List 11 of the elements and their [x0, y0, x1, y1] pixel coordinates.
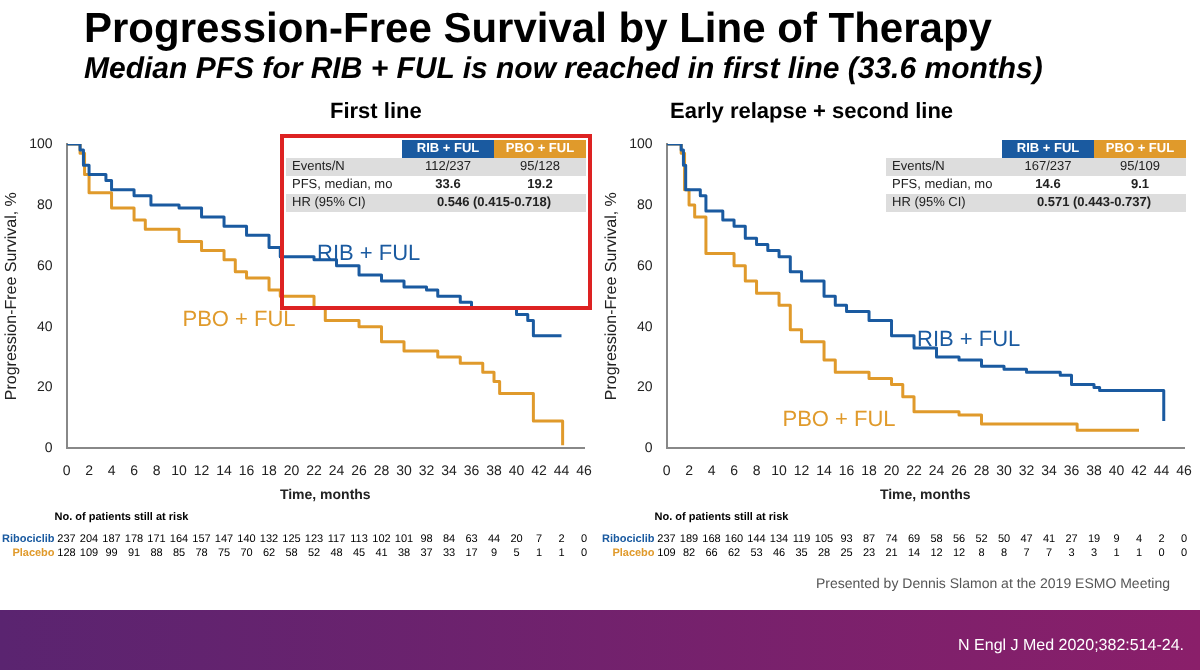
- y-axis-title: Progression-Free Survival, %: [2, 192, 21, 401]
- y-axis-title: Progression-Free Survival, %: [602, 192, 621, 401]
- series-label: RIB + FUL: [317, 242, 421, 267]
- text: First line: [330, 100, 422, 124]
- chart-subtitle: Median PFS for RIB + FUL is now reached in first line (33.6 months): [84, 52, 1045, 86]
- chart-title: Early relapse + second line: [670, 100, 954, 124]
- series-label: RIB + FUL: [917, 328, 1021, 353]
- series-label: PBO + FUL: [782, 408, 896, 433]
- text: N Engl J Med 2020;382:514-24.: [958, 636, 1184, 654]
- chart-title: Progression-Free Survival by Line of Therapy: [84, 6, 994, 52]
- series-label: PBO + FUL: [182, 307, 296, 332]
